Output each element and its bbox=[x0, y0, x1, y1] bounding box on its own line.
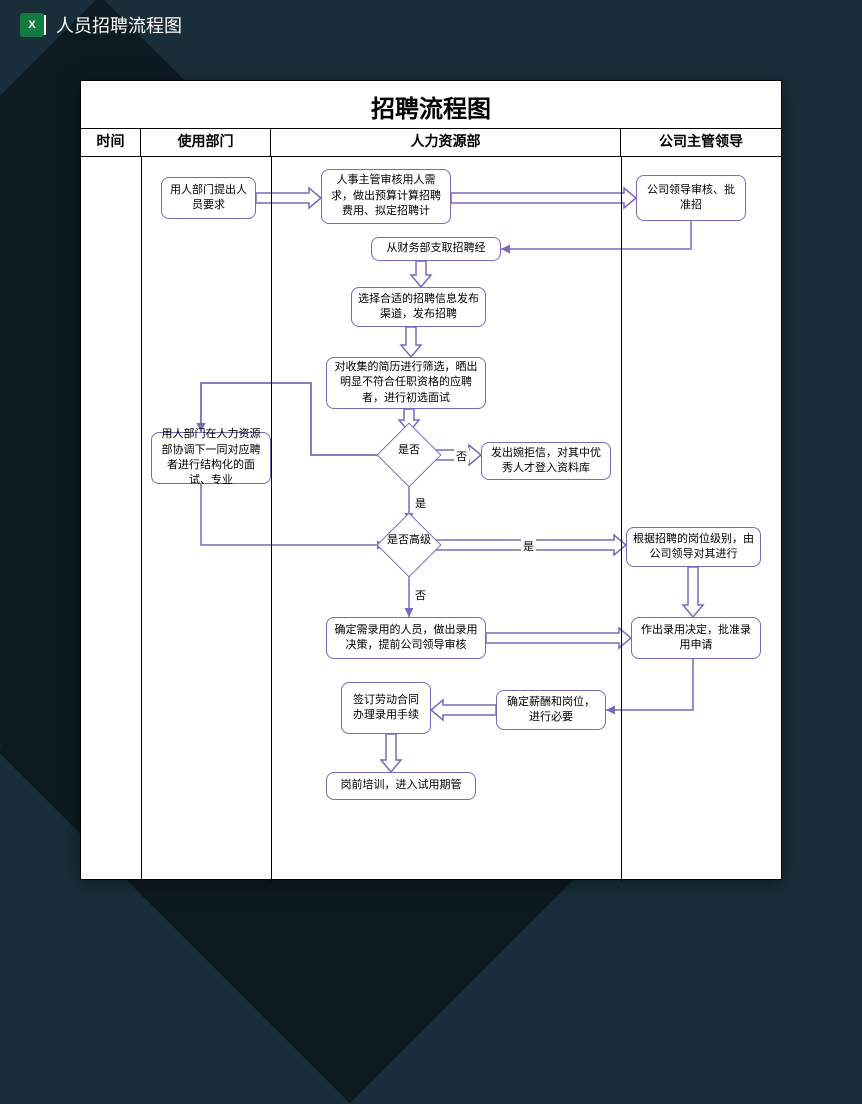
excel-icon: X bbox=[20, 13, 44, 37]
flow-node: 发出婉拒信，对其中优秀人才登入资料库 bbox=[481, 442, 611, 480]
flow-node: 作出录用决定，批准录用申请 bbox=[631, 617, 761, 659]
column-header-dept: 使用部门 bbox=[141, 129, 271, 156]
column-header-time: 时间 bbox=[81, 129, 141, 156]
flow-node: 公司领导审核、批准招 bbox=[636, 175, 746, 221]
flow-node: 签订劳动合同办理录用手续 bbox=[341, 682, 431, 734]
flow-node: 选择合适的招聘信息发布渠道，发布招聘 bbox=[351, 287, 486, 327]
flow-decision bbox=[376, 512, 441, 577]
edge-label: 是 bbox=[413, 495, 428, 511]
app-header: X 人员招聘流程图 bbox=[0, 0, 862, 50]
flow-node: 用人部门在人力资源部协调下一同对应聘者进行结构化的面试、专业 bbox=[151, 432, 271, 484]
edge-label: 否 bbox=[413, 587, 428, 603]
edge-label: 是 bbox=[521, 538, 536, 554]
chart-title: 招聘流程图 bbox=[81, 81, 781, 129]
flowchart-paper: 招聘流程图 时间使用部门人力资源部公司主管领导 用人部门提出人员要求 人事主管审核… bbox=[80, 80, 782, 880]
swimlanes: 用人部门提出人员要求 人事主管审核用人需求，做出预算计算招聘费用、拟定招聘计 公司领… bbox=[81, 157, 781, 881]
flow-node: 对收集的简历进行筛选，晒出明显不符合任职资格的应聘者，进行初选面试 bbox=[326, 357, 486, 409]
lane-divider bbox=[141, 157, 142, 881]
flow-node: 用人部门提出人员要求 bbox=[161, 177, 256, 219]
flow-node: 确定需录用的人员，做出录用决策，提前公司领导审核 bbox=[326, 617, 486, 659]
flow-decision bbox=[376, 422, 441, 487]
lane-divider bbox=[621, 157, 622, 881]
flow-node: 人事主管审核用人需求，做出预算计算招聘费用、拟定招聘计 bbox=[321, 169, 451, 224]
flow-node: 岗前培训，进入试用期管 bbox=[326, 772, 476, 800]
edge-label: 否 bbox=[454, 448, 469, 464]
column-headers: 时间使用部门人力资源部公司主管领导 bbox=[81, 129, 781, 157]
page-title: 人员招聘流程图 bbox=[56, 12, 182, 38]
column-header-hr: 人力资源部 bbox=[271, 129, 621, 156]
flow-node: 根据招聘的岗位级别，由公司领导对其进行 bbox=[626, 527, 761, 567]
flow-node: 从财务部支取招聘经 bbox=[371, 237, 501, 261]
lane-divider bbox=[271, 157, 272, 881]
column-header-leader: 公司主管领导 bbox=[621, 129, 781, 156]
flow-node: 确定薪酬和岗位，进行必要 bbox=[496, 690, 606, 730]
